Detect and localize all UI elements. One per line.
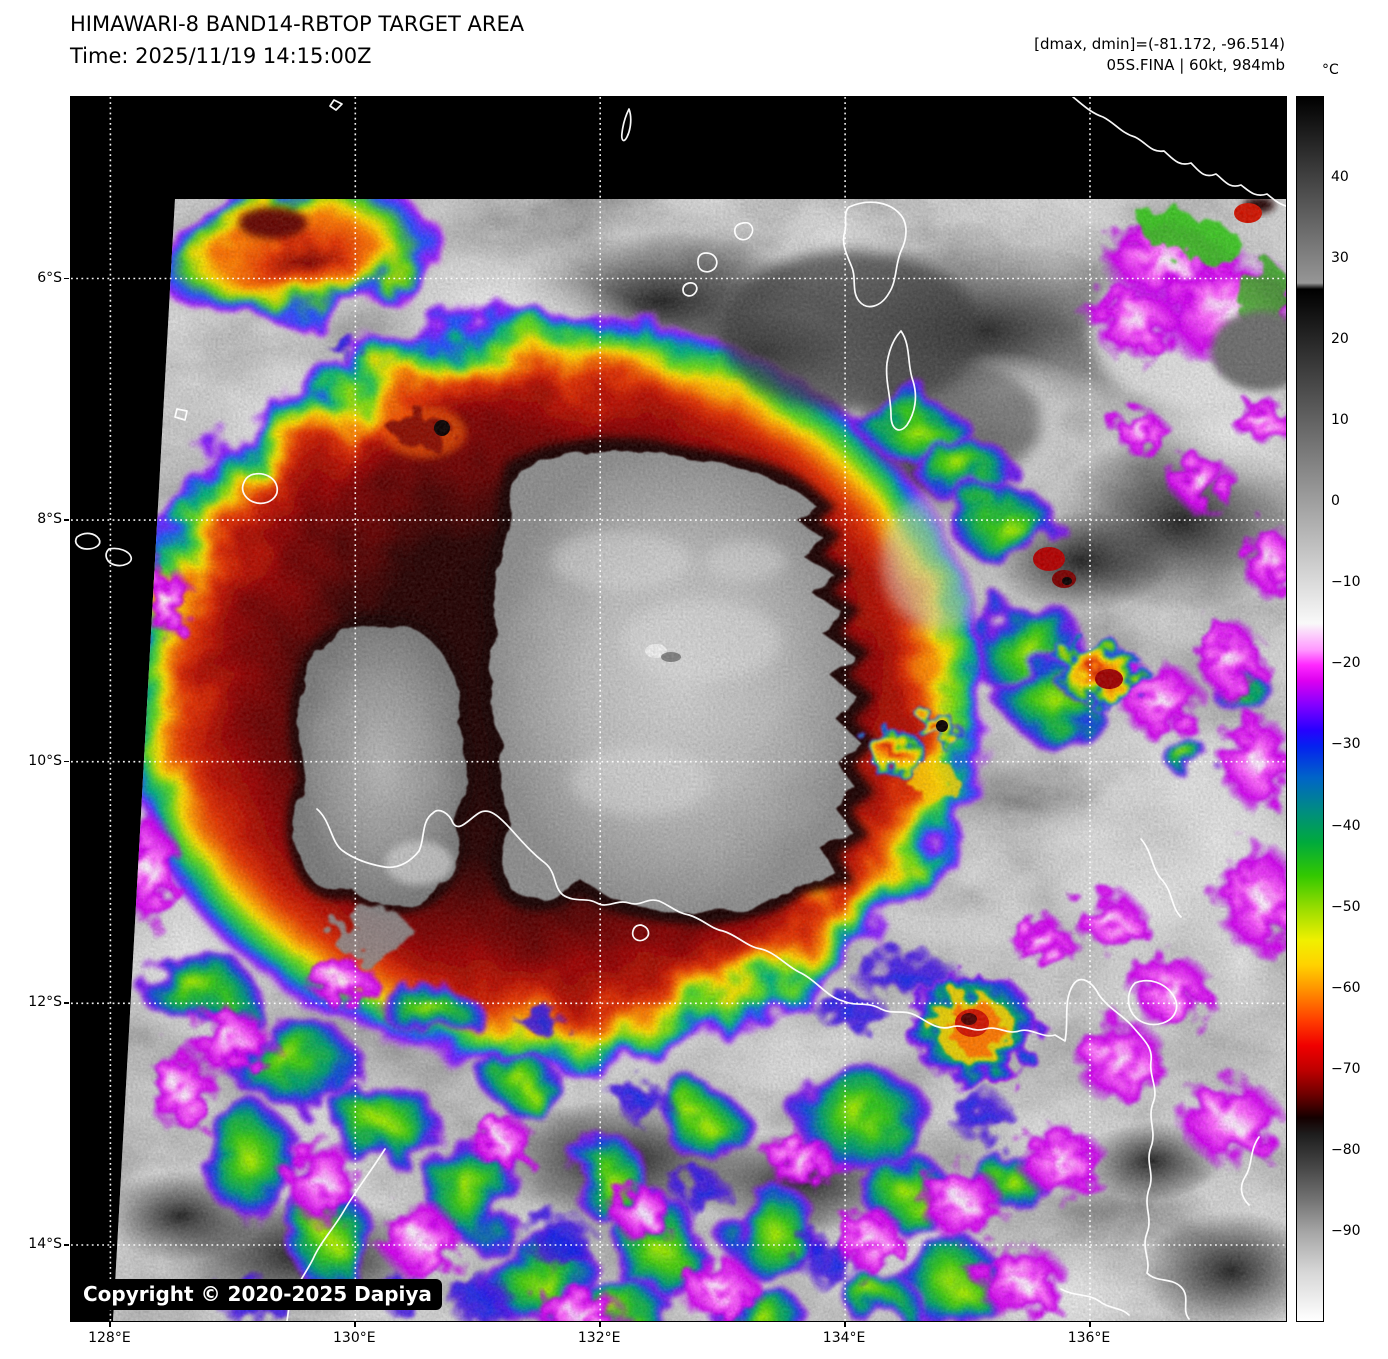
page-title: HIMAWARI-8 BAND14-RBTOP TARGET AREA xyxy=(70,12,525,36)
colorbar-tick-label: −90 xyxy=(1331,1222,1361,1239)
colorbar-tick-label: 10 xyxy=(1331,412,1349,429)
colorbar-tick-label: −50 xyxy=(1331,898,1361,915)
left-tick xyxy=(64,277,69,279)
latitude-tick-label: 12°S xyxy=(28,994,62,1011)
annotation-block: [dmax, dmin]=(-81.172, -96.514) 05S.FINA… xyxy=(1034,34,1285,76)
copyright-badge: Copyright © 2020-2025 Dapiya xyxy=(73,1279,442,1310)
graticule xyxy=(71,97,1286,1321)
latitude-tick-label: 10°S xyxy=(28,752,62,769)
bottom-tick xyxy=(354,1322,356,1327)
timestamp: Time: 2025/11/19 14:15:00Z xyxy=(70,44,372,68)
storm-info-text: 05S.FINA | 60kt, 984mb xyxy=(1106,56,1285,74)
colorbar-tick-label: −40 xyxy=(1331,817,1361,834)
bottom-tick xyxy=(109,1322,111,1327)
left-tick xyxy=(64,1002,69,1004)
latitude-tick-label: 14°S xyxy=(28,1236,62,1252)
coast-small-island xyxy=(241,472,279,505)
colorbar-tick-label: 20 xyxy=(1331,331,1349,348)
bottom-tick xyxy=(599,1322,601,1327)
colorbar-tick-label: 40 xyxy=(1331,169,1349,186)
longitude-tick-label: 132°E xyxy=(577,1330,621,1346)
longitude-tick-label: 130°E xyxy=(333,1330,376,1346)
coast-halmahera xyxy=(842,201,907,308)
colorbar-tick-label: −80 xyxy=(1331,1141,1361,1158)
map-plot: Copyright © 2020-2025 Dapiya xyxy=(70,96,1287,1322)
longitude-tick-label: 128°E xyxy=(88,1330,131,1346)
colorbar-tick-label: 0 xyxy=(1331,493,1340,510)
longitude-tick-label: 134°E xyxy=(822,1330,866,1346)
latitude-tick-label: 8°S xyxy=(37,511,62,528)
colorbar-tick-label: 30 xyxy=(1331,250,1349,267)
coast-papua-south xyxy=(316,808,1190,1320)
coast-new-guinea-north xyxy=(1072,97,1286,207)
colorbar-tick-label: −30 xyxy=(1331,736,1361,753)
left-tick xyxy=(64,1244,69,1246)
colorbar-tick-label: −20 xyxy=(1331,655,1361,672)
latitude-tick-label: 6°S xyxy=(37,269,62,286)
longitude-tick-label: 136°E xyxy=(1067,1330,1111,1346)
left-tick xyxy=(64,760,69,763)
temperature-colorbar xyxy=(1296,96,1324,1322)
data-swath xyxy=(113,199,1286,1321)
colorbar-tick-label: −70 xyxy=(1331,1060,1361,1077)
colorbar-tick-label: −60 xyxy=(1331,979,1361,996)
colorbar-unit-label: °C xyxy=(1322,62,1339,78)
left-tick xyxy=(64,519,69,521)
bottom-tick xyxy=(844,1322,846,1327)
satellite-image xyxy=(71,97,1286,1321)
dmax-dmin-text: [dmax, dmin]=(-81.172, -96.514) xyxy=(1034,35,1285,53)
colorbar-tick-label: −10 xyxy=(1331,574,1361,591)
bottom-tick xyxy=(1089,1322,1091,1327)
